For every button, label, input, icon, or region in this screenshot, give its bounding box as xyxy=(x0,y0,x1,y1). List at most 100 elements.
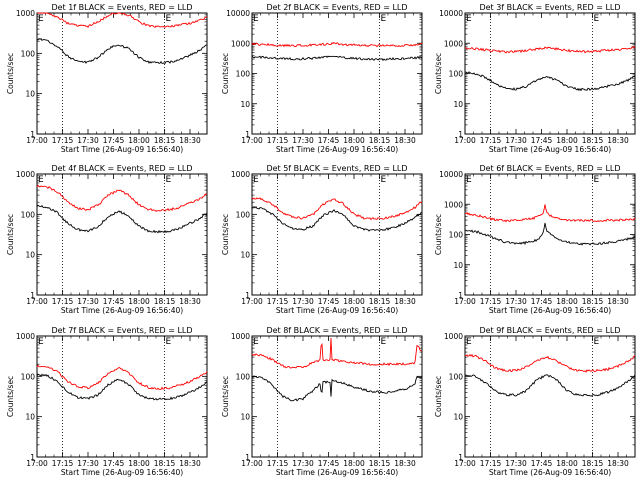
x-tick-label: 18:00 xyxy=(556,136,578,145)
x-axis-label: Start Time (26-Aug-09 16:56:40) xyxy=(61,306,183,315)
y-tick-label: 100 xyxy=(449,231,464,240)
x-axis-label: Start Time (26-Aug-09 16:56:40) xyxy=(61,468,183,477)
x-tick-label: 17:00 xyxy=(26,459,48,468)
y-axis-label: Counts/sec xyxy=(221,53,230,94)
marker-label: E xyxy=(381,14,387,24)
panel-title: Det 2f BLACK = Events, RED = LLD xyxy=(266,3,407,12)
y-axis-label: Counts/sec xyxy=(434,53,443,94)
x-tick-label: 18:00 xyxy=(343,136,365,145)
x-tick-label: 17:30 xyxy=(77,459,99,468)
panel-title: Det 8f BLACK = Events, RED = LLD xyxy=(266,326,407,335)
x-tick-label: 18:15 xyxy=(582,136,604,145)
x-tick-label: 17:15 xyxy=(480,459,502,468)
x-tick-label: 17:30 xyxy=(292,459,314,468)
y-tick-label: 100 xyxy=(449,70,464,79)
x-tick-label: 18:15 xyxy=(582,459,604,468)
y-tick-label: 10 xyxy=(25,90,35,99)
x-tick-label: 18:00 xyxy=(343,459,365,468)
x-tick-label: 18:30 xyxy=(607,459,629,468)
y-tick-label: 1 xyxy=(458,291,463,300)
lld-series-line xyxy=(36,364,208,390)
y-tick-label: 1000 xyxy=(231,39,250,48)
lld-series-line xyxy=(464,353,636,373)
marker-label: E xyxy=(166,14,172,24)
y-tick-label: 1 xyxy=(245,453,250,462)
events-series-line xyxy=(36,373,208,401)
x-tick-label: 18:00 xyxy=(128,459,150,468)
x-tick-label: 17:45 xyxy=(103,459,125,468)
x-tick-label: 17:45 xyxy=(531,297,553,306)
x-tick-label: 17:30 xyxy=(505,297,527,306)
x-tick-label: 17:15 xyxy=(480,136,502,145)
x-tick-label: 17:15 xyxy=(267,297,289,306)
events-series-line xyxy=(36,37,207,65)
y-axis-label: Counts/sec xyxy=(6,376,15,417)
x-axis-label: Start Time (26-Aug-09 16:56:40) xyxy=(276,145,398,154)
y-axis-label: Counts/sec xyxy=(434,214,443,255)
marker-label: E xyxy=(466,337,472,347)
y-axis-label: Counts/sec xyxy=(6,53,15,94)
marker-label: E xyxy=(594,175,600,185)
x-tick-label: 17:00 xyxy=(454,136,476,145)
panel-title: Det 1f BLACK = Events, RED = LLD xyxy=(51,3,192,12)
x-tick-label: 17:15 xyxy=(267,136,289,145)
marker-label: E xyxy=(253,175,259,185)
panel-det-4: Det 4f BLACK = Events, RED = LLD E E 1 10 100… xyxy=(6,164,208,315)
lld-series-line xyxy=(464,46,636,54)
panel-title: Det 6f BLACK = Events, RED = LLD xyxy=(479,164,620,173)
x-tick-label: 17:45 xyxy=(318,459,340,468)
lld-series-line xyxy=(36,12,208,29)
x-tick-label: 18:15 xyxy=(369,459,391,468)
marker-label: E xyxy=(166,337,172,347)
y-axis-label: Counts/sec xyxy=(221,214,230,255)
lld-series-line xyxy=(36,184,208,212)
y-tick-label: 10 xyxy=(25,413,35,422)
events-series-line xyxy=(251,205,422,232)
x-tick-label: 17:00 xyxy=(454,459,476,468)
x-tick-label: 17:15 xyxy=(52,136,74,145)
x-tick-label: 17:00 xyxy=(241,136,263,145)
y-tick-label: 100 xyxy=(21,49,36,58)
x-tick-label: 17:00 xyxy=(454,297,476,306)
marker-label: E xyxy=(381,175,387,185)
x-tick-label: 17:45 xyxy=(531,459,553,468)
events-series-line xyxy=(465,71,636,92)
x-tick-label: 17:45 xyxy=(531,136,553,145)
y-tick-label: 100 xyxy=(236,70,251,79)
events-series-line xyxy=(36,204,208,234)
y-tick-label: 1000 xyxy=(444,200,463,209)
y-tick-label: 1 xyxy=(245,291,250,300)
events-series-line xyxy=(251,55,423,62)
marker-label: E xyxy=(253,14,259,24)
events-series-line xyxy=(464,374,636,397)
y-tick-label: 1000 xyxy=(16,332,35,341)
x-axis-label: Start Time (26-Aug-09 16:56:40) xyxy=(489,468,611,477)
y-tick-label: 1 xyxy=(30,130,35,139)
x-tick-label: 17:00 xyxy=(241,297,263,306)
x-axis-label: Start Time (26-Aug-09 16:56:40) xyxy=(61,145,183,154)
y-tick-label: 100 xyxy=(236,372,251,381)
x-tick-label: 18:00 xyxy=(128,136,150,145)
x-tick-label: 18:15 xyxy=(154,297,176,306)
y-tick-label: 100 xyxy=(449,372,464,381)
y-tick-label: 10 xyxy=(240,251,250,260)
marker-label: E xyxy=(253,337,259,347)
panel-det-1: Det 1f BLACK = Events, RED = LLD E E 1 10 100… xyxy=(6,3,208,154)
y-tick-label: 10 xyxy=(25,251,35,260)
marker-label: E xyxy=(381,337,387,347)
x-tick-label: 17:30 xyxy=(292,297,314,306)
lld-series-line xyxy=(251,197,423,221)
y-tick-label: 10 xyxy=(453,100,463,109)
x-tick-label: 17:15 xyxy=(480,297,502,306)
y-tick-label: 1000 xyxy=(444,332,463,341)
y-tick-label: 1 xyxy=(458,453,463,462)
x-tick-label: 18:15 xyxy=(369,297,391,306)
y-axis-label: Counts/sec xyxy=(6,214,15,255)
panel-title: Det 4f BLACK = Events, RED = LLD xyxy=(51,164,192,173)
marker-label: E xyxy=(466,14,472,24)
y-tick-label: 10000 xyxy=(226,9,250,18)
marker-label: E xyxy=(38,14,44,24)
x-tick-label: 18:30 xyxy=(179,459,201,468)
events-series-line xyxy=(464,222,636,246)
